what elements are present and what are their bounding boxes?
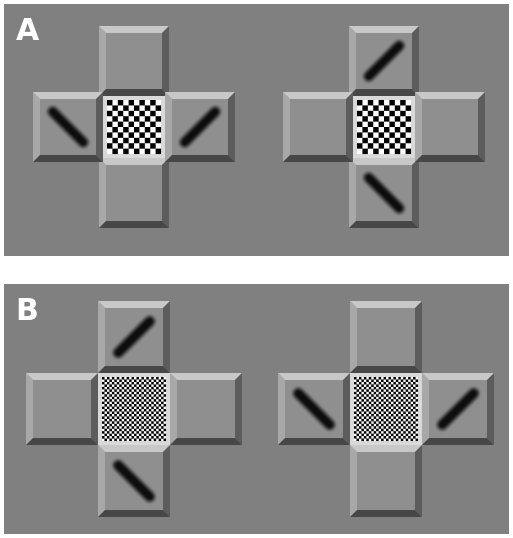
tile-bottom: [350, 445, 422, 517]
display-a-2: [283, 26, 485, 228]
tile-right: [415, 92, 485, 162]
center-checkerboard: [98, 373, 170, 445]
panel-b: B: [4, 284, 509, 534]
panel-a: A: [4, 4, 509, 256]
panel-label-a: A: [16, 13, 40, 48]
bar-diagonal-slash: [113, 316, 155, 358]
center-checkerboard: [353, 96, 415, 158]
display-b-1: [26, 301, 242, 517]
tile-right: [165, 92, 235, 162]
panel-b-drawing: [26, 301, 494, 517]
bar-diagonal-backslash: [363, 172, 405, 214]
bar-diagonal-slash: [437, 388, 479, 430]
tile-right: [422, 373, 494, 445]
tile-top: [98, 301, 170, 373]
tile-right: [170, 373, 242, 445]
panel-label-b: B: [16, 293, 39, 328]
tile-top: [349, 26, 419, 96]
tile-left: [26, 373, 98, 445]
center-checkerboard: [350, 373, 422, 445]
tile-left: [33, 92, 103, 162]
panel-a-drawing: [33, 26, 485, 228]
bar-diagonal-slash: [363, 40, 405, 82]
display-b-2: [278, 301, 494, 517]
tile-left: [278, 373, 350, 445]
tile-top: [99, 26, 169, 96]
center-checkerboard: [103, 96, 165, 158]
bar-diagonal-slash: [179, 106, 221, 148]
tile-left: [283, 92, 353, 162]
bar-diagonal-backslash: [47, 106, 89, 148]
tile-bottom: [98, 445, 170, 517]
display-a-1: [33, 26, 235, 228]
bar-diagonal-backslash: [293, 388, 335, 430]
tile-bottom: [99, 158, 169, 228]
tile-top: [350, 301, 422, 373]
bar-diagonal-backslash: [113, 460, 155, 502]
tile-bottom: [349, 158, 419, 228]
